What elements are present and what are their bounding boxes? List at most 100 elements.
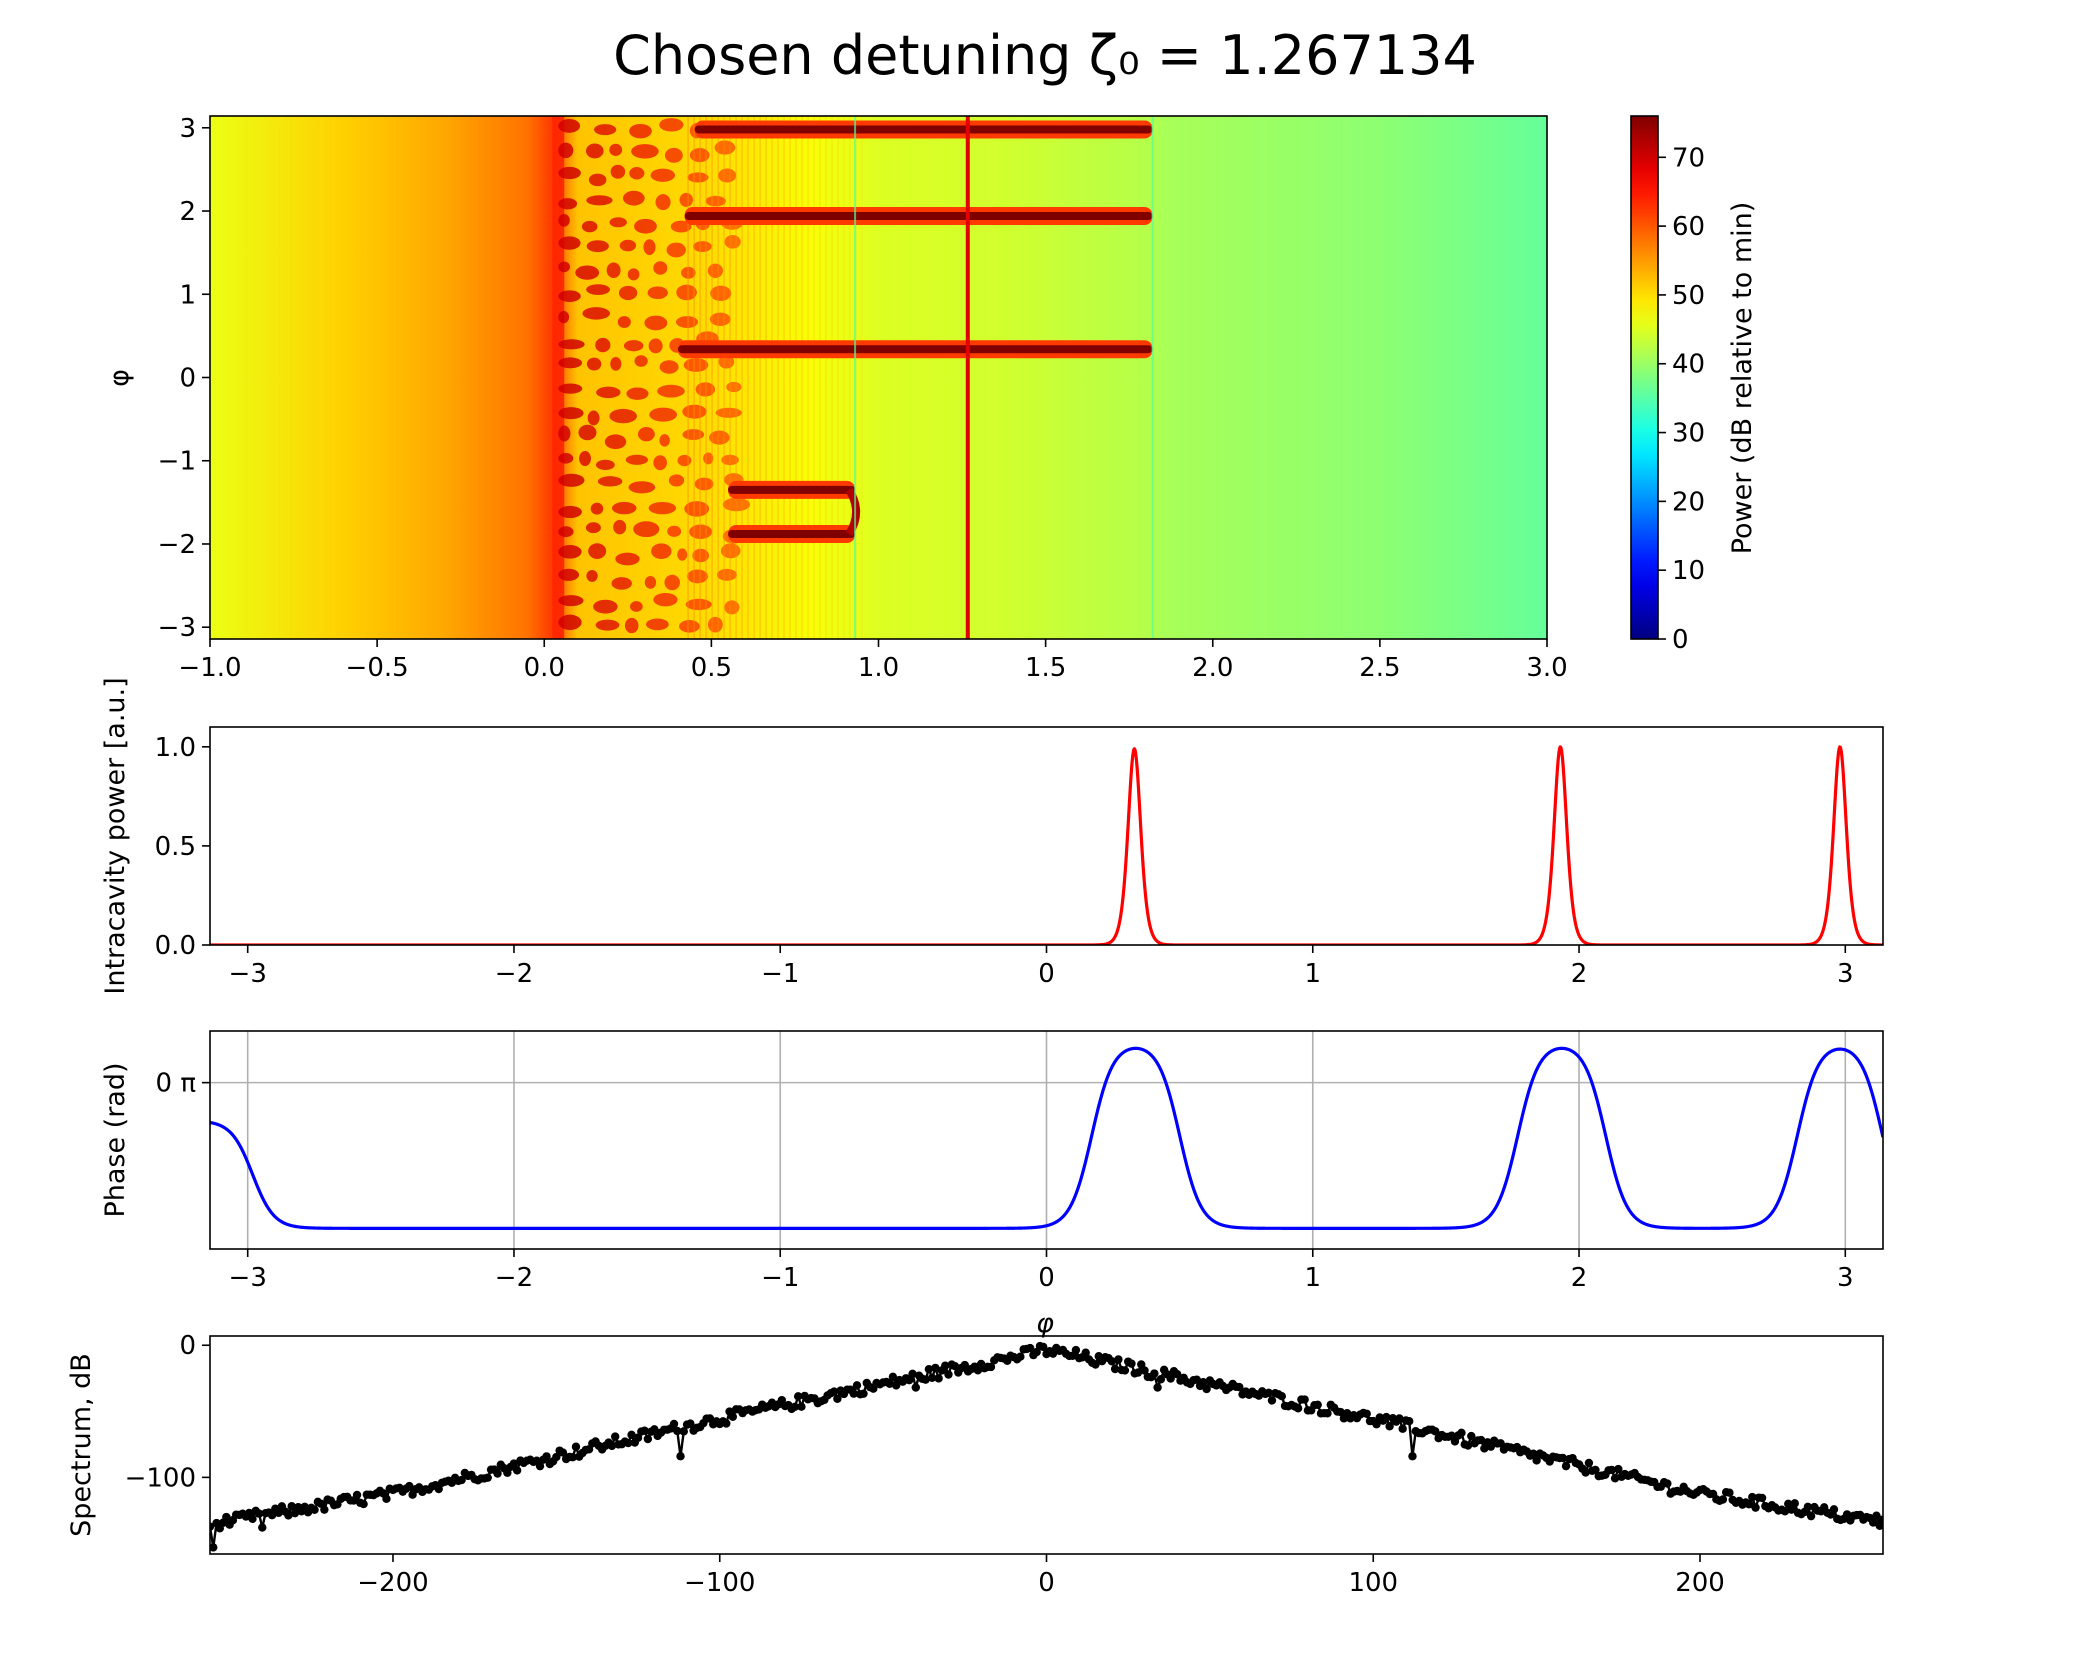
chaos-blob [653,592,678,607]
chaos-blob [626,387,649,400]
x-tick-label: 0 [1038,1568,1055,1598]
chaos-blob [718,168,737,183]
chaos-blob [629,123,652,139]
colorbar-tick-label: 30 [1672,419,1705,449]
y-tick-label: 1 [179,280,196,310]
chaos-blob [558,453,574,464]
chaos-blob [637,426,655,442]
x-tick-label: 1.5 [1025,653,1066,683]
chaos-blob [647,286,668,300]
chaos-blob [710,285,732,301]
power-frame [209,726,1884,946]
chaos-blob [585,522,601,534]
y-tick-label: 1.0 [155,733,196,763]
chaos-blob [558,339,585,350]
x-tick-label: 2 [1571,1263,1588,1293]
phase-series-line [210,1046,1883,1230]
x-tick-label: 2 [1571,959,1588,989]
x-tick-label: −0.5 [346,653,409,683]
x-tick-label: −2 [495,959,533,989]
chaos-blob [655,194,671,211]
chaos-blob [586,569,598,582]
chaos-blob [611,577,632,590]
chaos-blob [623,340,644,352]
y-tick-label: 2 [179,197,196,227]
chaos-blob [558,505,582,519]
soliton-band [694,125,1153,134]
chaos-blob [575,265,600,280]
chaos-blob [705,195,726,207]
chaos-blob [596,386,621,399]
phase-y-ticks: 0 π [156,1069,210,1099]
chaos-blob [631,144,659,159]
chaos-blob [619,239,637,252]
chaos-blob [716,568,737,581]
chaos-blob [610,356,622,371]
chaos-blob [664,574,680,591]
x-tick-label: 3 [1837,959,1854,989]
chaos-blob [646,618,669,631]
power-x-ticks: −3 −2 −1 0 1 2 3 [229,945,1854,989]
heatmap-y-ticks: 3 2 1 0 −1 −2 −3 [158,114,210,643]
chaos-blob [657,384,685,398]
chaos-blob [651,543,672,560]
chaos-blob [692,548,709,563]
colorbar-tick-label: 20 [1672,487,1705,517]
chaos-blob [664,147,683,163]
chaos-blob [634,218,657,234]
spectrum-panel: −200 −100 0 100 200 0 −100 Spectrum, dB [66,1331,1884,1598]
colorbar-tick-label: 70 [1672,143,1705,173]
chaos-blob [558,568,580,581]
chaos-blob [581,220,598,233]
chaos-blob [558,290,581,302]
chaos-blob [558,614,582,630]
chaos-blob [558,544,582,559]
power-y-ticks: 0.0 0.5 1.0 [155,733,210,961]
soliton-band [677,345,1153,354]
heatmap-x-ticks: −1.0 −0.5 0.0 0.5 1.0 1.5 2.0 2.5 3.0 [178,639,1568,683]
x-tick-label: 2.0 [1192,653,1233,683]
chaos-blob [666,242,686,258]
chaos-blob [558,310,570,324]
chaos-blob [676,284,697,301]
x-tick-label: 200 [1675,1568,1725,1598]
chaos-blob [558,236,581,250]
colorbar-tick-label: 0 [1672,625,1689,655]
chaos-blob [606,262,621,279]
x-tick-label: 0.0 [524,653,565,683]
colorbar-tick-label: 10 [1672,556,1705,586]
chaos-blob [558,595,584,607]
chaos-blob [628,481,656,494]
chaos-blob [613,519,627,535]
chaos-blob [618,285,638,301]
chaos-blob [590,502,604,515]
chaos-blob [558,214,570,227]
chaos-blob [609,143,623,156]
chaos-blob [579,451,591,467]
chaos-blob [558,261,571,273]
chaos-blob [714,140,736,155]
x-tick-label: 0 [1038,1263,1055,1293]
colorbar-tick-label: 50 [1672,281,1705,311]
y-tick-label: 0.5 [155,832,196,862]
chaos-blob [648,501,677,515]
chaos-blob [595,337,611,353]
soliton-band [728,485,856,494]
chaos-blob [609,217,627,228]
chaos-blob [558,425,571,442]
chaos-blob [648,338,663,354]
chaos-blob [722,497,751,512]
chaos-blob [707,616,723,633]
chaos-blob [586,143,604,159]
chaos-blob [709,430,730,445]
chaos-blob [675,316,699,328]
colorbar-gradient [1631,116,1658,639]
y-tick-label: 0 [179,364,196,394]
chaos-blob [659,360,679,374]
y-tick-label: 0 π [156,1069,196,1099]
x-tick-label: 0 [1038,959,1055,989]
chaos-blob [720,543,741,559]
heatmap-background [210,116,1547,639]
soliton-band [684,212,1153,221]
